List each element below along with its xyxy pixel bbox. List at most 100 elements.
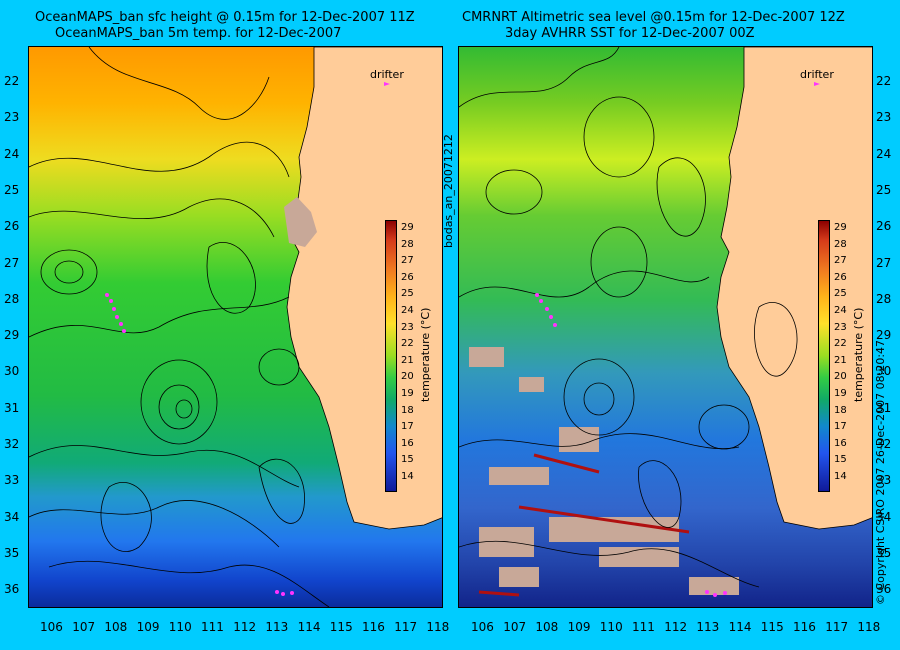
lon-tick-label: 113 [265, 620, 289, 634]
lon-tick-label: 111 [201, 620, 224, 634]
lat-tick-label: 26 [4, 219, 20, 234]
colorbar-tick-label: 19 [834, 388, 847, 399]
lat-tick-label: 27 [876, 255, 892, 270]
lat-tick-label: 27 [4, 255, 20, 270]
lat-tick-label: 31 [876, 400, 892, 415]
lon-tick-label: 115 [329, 620, 353, 634]
colorbar-tick-label: 28 [401, 238, 414, 250]
lon-tick-label: 117 [394, 620, 418, 634]
lat-tick-label: 29 [4, 328, 20, 343]
lon-tick-label: 106 [40, 620, 63, 634]
lon-tick-label: 107 [72, 620, 96, 634]
colorbar-tick-label: 24 [401, 305, 414, 316]
colorbar-tick-label: 22 [401, 338, 414, 350]
lon-tick-label: 107 [503, 620, 527, 634]
lon-tick-label: 112 [233, 620, 257, 634]
colorbar-tick-label: 16 [401, 437, 414, 449]
lat-tick-label: 30 [876, 364, 892, 379]
colorbar-tick-label: 21 [401, 354, 414, 366]
lon-tick-label: 109 [567, 620, 591, 634]
right-colorbar [818, 220, 830, 492]
colorbar-tick-label: 29 [834, 222, 847, 233]
lon-tick-label: 108 [104, 620, 128, 634]
colorbar-tick-label: 29 [401, 222, 414, 233]
lon-tick-label: 111 [632, 620, 655, 634]
left-colorbar [385, 220, 397, 492]
left-title-line1: OceanMAPS_ban sfc height @ 0.15m for 12-… [35, 10, 415, 25]
colorbar-tick-label: 25 [401, 288, 414, 300]
left-map-image [29, 47, 442, 607]
lat-tick-label: 32 [876, 437, 892, 451]
lat-tick-label: 31 [4, 400, 20, 415]
colorbar-tick-label: 21 [834, 354, 847, 366]
right-title-line1: CMRNRT Altimetric sea level @0.15m for 1… [462, 10, 845, 25]
colorbar-tick-label: 14 [401, 471, 414, 482]
colorbar-tick-label: 27 [834, 255, 847, 267]
lon-tick-label: 117 [825, 620, 849, 634]
lon-tick-label: 114 [297, 620, 321, 634]
colorbar-tick-label: 22 [834, 338, 847, 350]
colorbar-tick-label: 20 [834, 371, 847, 383]
lat-tick-label: 32 [4, 437, 20, 451]
colorbar-tick-label: 26 [834, 271, 847, 283]
lat-tick-label: 23 [4, 110, 20, 125]
lat-tick-label: 35 [876, 545, 892, 560]
lat-tick-label: 30 [4, 364, 20, 379]
colorbar-tick-label: 24 [834, 305, 847, 316]
left-drifter-label: drifter [370, 68, 404, 81]
lat-tick-label: 35 [4, 545, 20, 560]
right-colorbar-label: temperature (°C) [852, 307, 865, 402]
lat-tick-label: 24 [4, 146, 20, 161]
right-map-panel [458, 46, 873, 608]
right-title-line2: 3day AVHRR SST for 12-Dec-2007 00Z [505, 26, 755, 41]
colorbar-tick-label: 26 [401, 271, 414, 283]
lat-tick-label: 34 [4, 509, 20, 524]
lat-tick-label: 28 [4, 291, 20, 306]
lon-tick-label: 110 [599, 620, 623, 634]
lat-tick-label: 36 [4, 582, 20, 597]
colorbar-tick-label: 23 [834, 321, 847, 333]
lat-tick-label: 25 [4, 182, 20, 197]
colorbar-tick-label: 25 [834, 288, 847, 300]
lon-tick-label: 110 [168, 620, 192, 634]
colorbar-tick-label: 17 [401, 421, 414, 433]
lat-tick-label: 25 [876, 182, 892, 197]
right-map-image [459, 47, 872, 607]
run-id-label: bodas_an_20071212 [442, 134, 455, 248]
lat-tick-label: 34 [876, 509, 892, 524]
lon-tick-label: 106 [471, 620, 494, 634]
lon-tick-label: 112 [664, 620, 688, 634]
colorbar-tick-label: 20 [401, 371, 414, 383]
lat-tick-label: 22 [876, 74, 892, 88]
left-colorbar-label: temperature (°C) [419, 307, 432, 402]
colorbar-tick-label: 14 [834, 471, 847, 482]
colorbar-tick-label: 17 [834, 421, 847, 433]
colorbar-tick-label: 19 [401, 388, 414, 399]
lon-tick-label: 118 [857, 620, 881, 634]
colorbar-tick-label: 15 [401, 454, 414, 466]
right-drifter-label: drifter [800, 68, 834, 81]
colorbar-tick-label: 16 [834, 437, 847, 449]
colorbar-tick-label: 23 [401, 321, 414, 333]
lon-tick-label: 113 [696, 620, 720, 634]
colorbar-tick-label: 28 [834, 238, 847, 250]
lon-tick-label: 118 [426, 620, 450, 634]
lon-tick-label: 108 [535, 620, 559, 634]
left-map-panel [28, 46, 443, 608]
lat-tick-label: 28 [876, 291, 892, 306]
colorbar-tick-label: 15 [834, 454, 847, 466]
lat-tick-label: 29 [876, 328, 892, 343]
colorbar-tick-label: 27 [401, 255, 414, 267]
lon-tick-label: 109 [136, 620, 160, 634]
lat-tick-label: 36 [876, 582, 892, 597]
lon-tick-label: 115 [760, 620, 784, 634]
lat-tick-label: 33 [876, 473, 892, 488]
lon-tick-label: 116 [362, 620, 385, 634]
lon-tick-label: 114 [728, 620, 752, 634]
lat-tick-label: 33 [4, 473, 20, 488]
lat-tick-label: 26 [876, 219, 892, 234]
lat-tick-label: 22 [4, 74, 20, 88]
colorbar-tick-label: 18 [834, 404, 847, 416]
lat-tick-label: 23 [876, 110, 892, 125]
left-title-line2: OceanMAPS_ban 5m temp. for 12-Dec-2007 [55, 26, 342, 41]
